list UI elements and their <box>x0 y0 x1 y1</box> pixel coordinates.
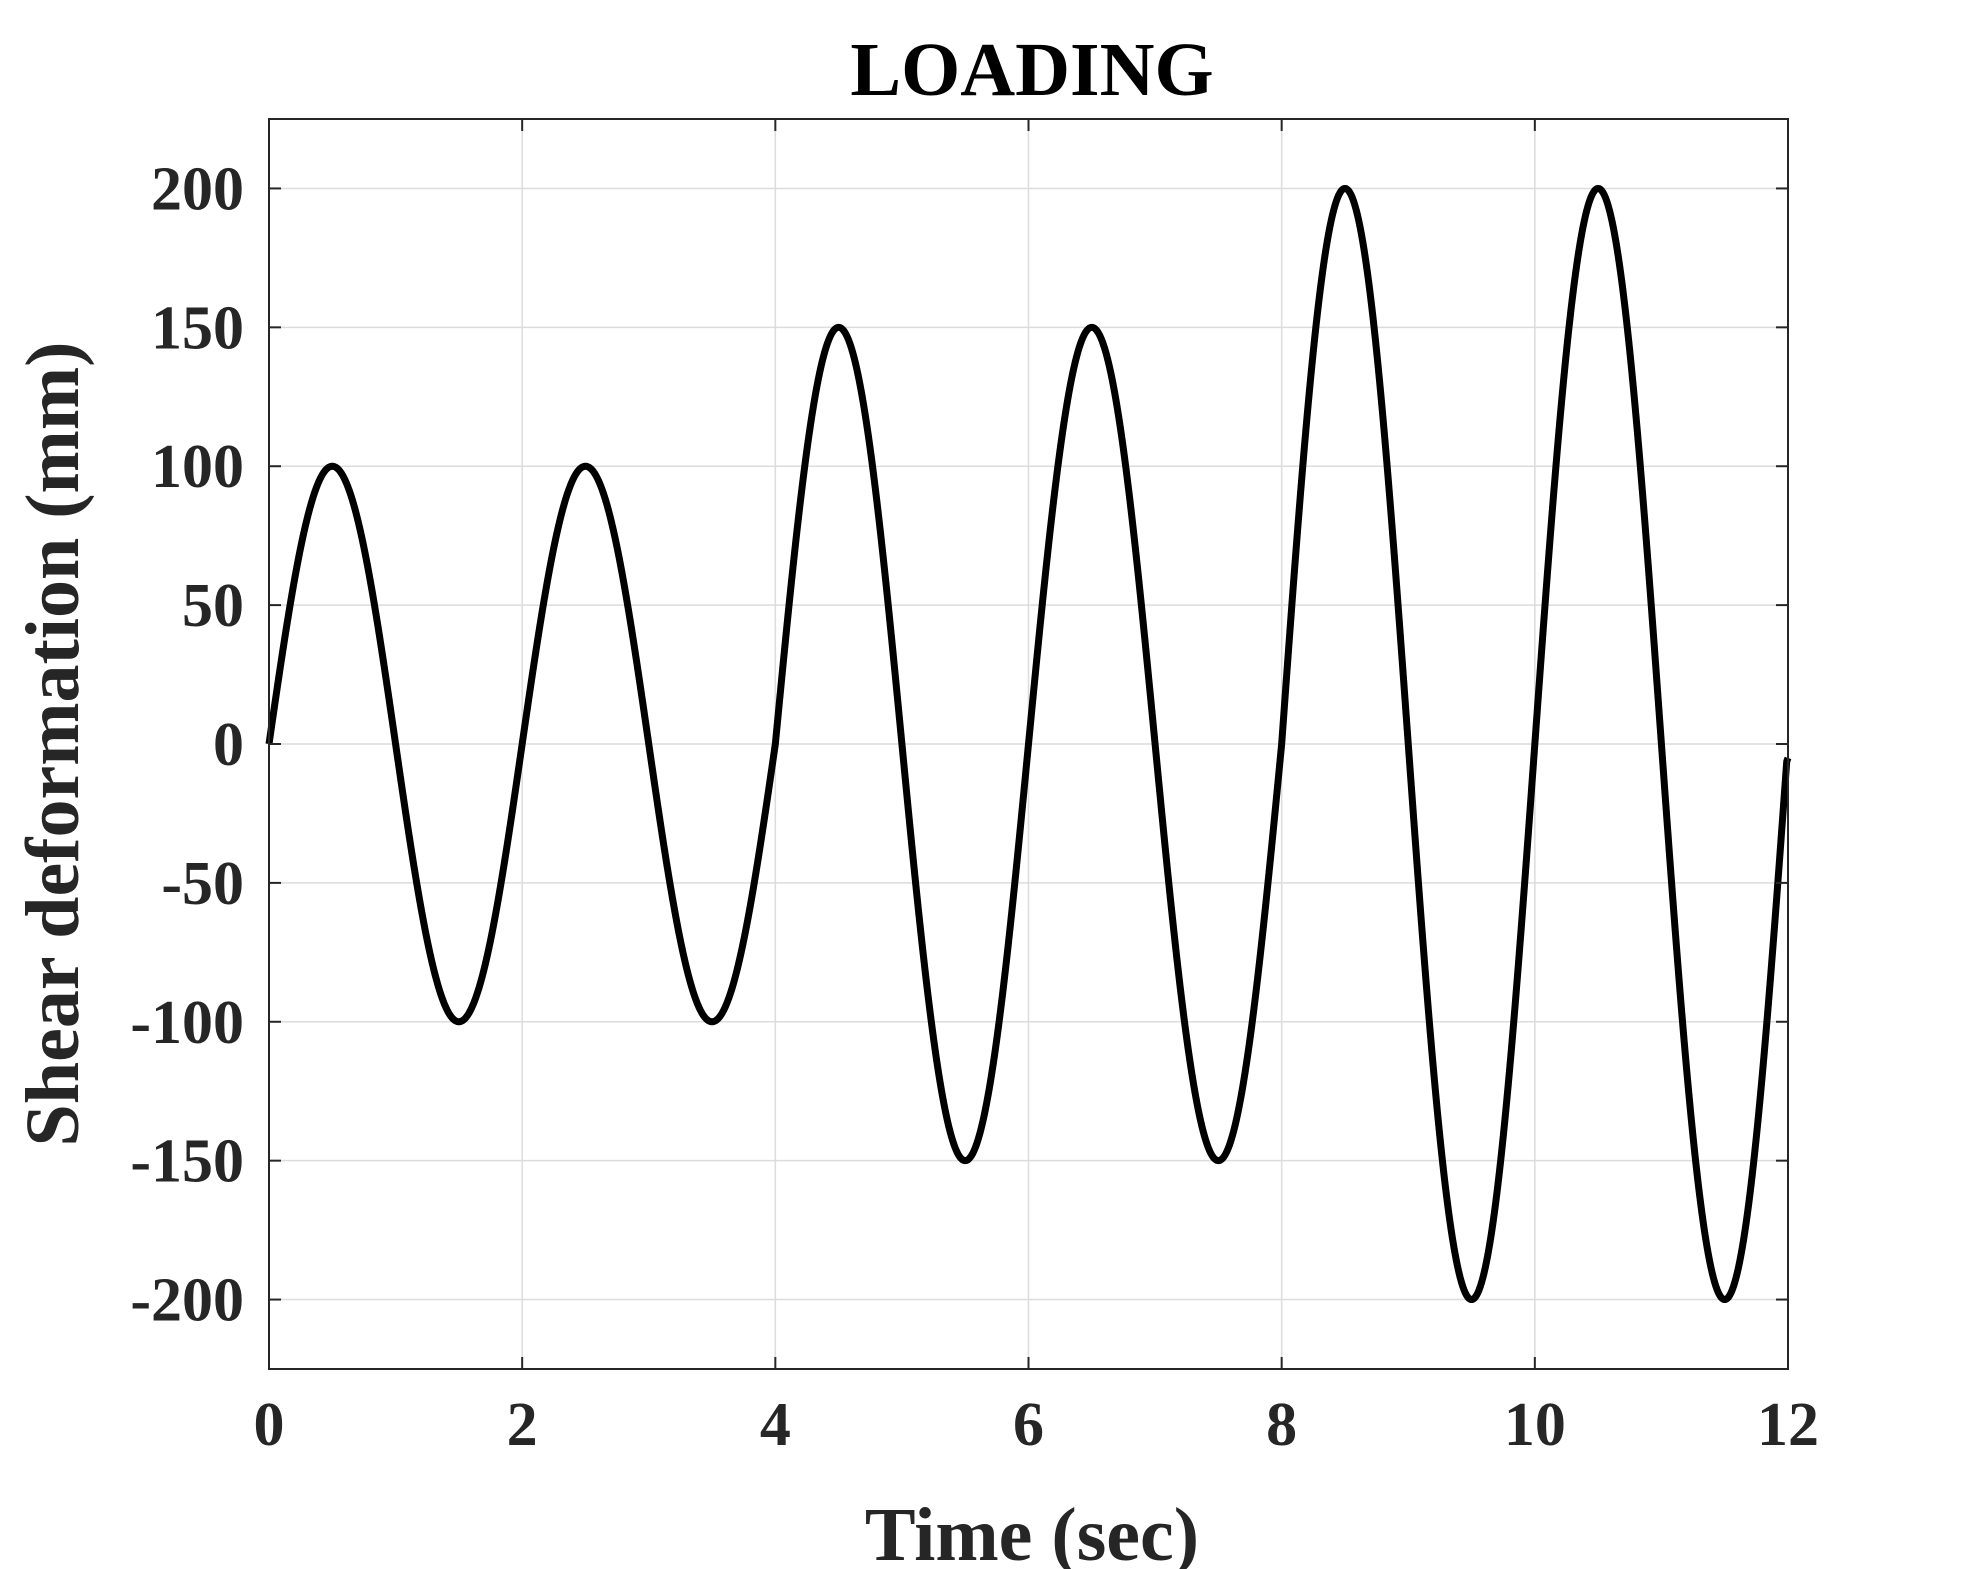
y-tick-label: 200 <box>151 155 244 223</box>
y-tick-label: -50 <box>161 850 244 918</box>
y-tick-label: 100 <box>151 433 244 501</box>
chart-title: LOADING <box>850 28 1213 112</box>
y-tick-label: -100 <box>130 989 244 1057</box>
x-tick-label: 2 <box>507 1391 538 1459</box>
x-tick-label: 0 <box>254 1391 285 1459</box>
axis-ticks <box>268 119 1789 1369</box>
x-tick-label: 6 <box>1013 1391 1044 1459</box>
x-axis-label: Time (sec) <box>865 1493 1199 1569</box>
y-axis-label: Shear deformation (mm) <box>11 342 95 1147</box>
x-tick-labels: 0 2 4 6 8 10 12 <box>254 1391 1820 1459</box>
series-layer <box>265 184 1792 1304</box>
y-tick-label: -200 <box>130 1267 244 1335</box>
x-tick-label: 10 <box>1504 1391 1566 1459</box>
y-tick-labels: -200 -150 -100 -50 0 50 100 150 200 <box>130 155 244 1334</box>
y-tick-label: 50 <box>182 572 244 640</box>
y-tick-label: 0 <box>213 711 244 779</box>
x-tick-label: 12 <box>1757 1391 1819 1459</box>
series-line <box>265 184 1792 1304</box>
y-tick-label: -150 <box>130 1128 244 1196</box>
x-tick-label: 8 <box>1266 1391 1297 1459</box>
y-tick-label: 150 <box>151 294 244 362</box>
x-tick-label: 4 <box>760 1391 791 1459</box>
